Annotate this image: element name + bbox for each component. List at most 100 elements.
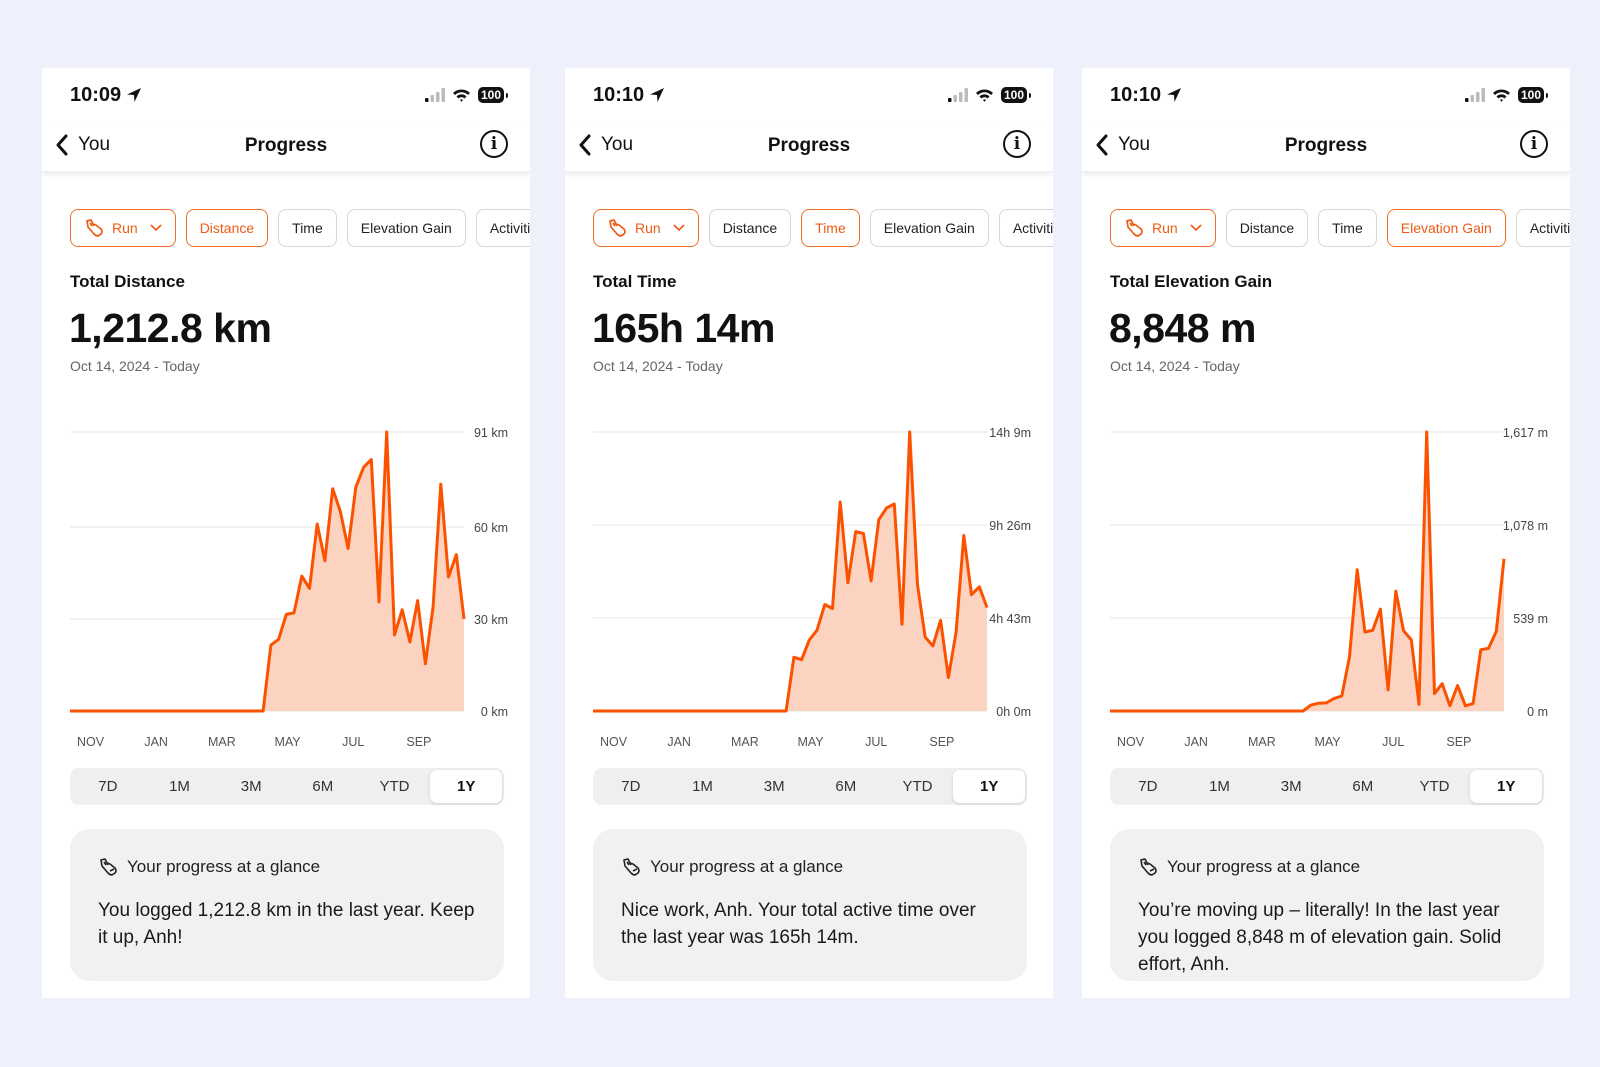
y-tick-label: 60 km — [474, 521, 508, 535]
wifi-icon — [452, 89, 470, 102]
phone-screen-3: 10:10 100 You Progress i Run Distance Time… — [1082, 68, 1570, 998]
date-range: Oct 14, 2024 - Today — [593, 358, 723, 374]
range-6m[interactable]: 6M — [1352, 778, 1374, 795]
sport-type-dropdown[interactable]: Run — [1110, 209, 1216, 247]
range-6m[interactable]: 6M — [835, 778, 857, 795]
chip-distance[interactable]: Distance — [1225, 209, 1309, 247]
chip-activities[interactable]: Activities — [998, 209, 1053, 247]
y-tick-label: 30 km — [474, 613, 508, 627]
chip-label: Elevation Gain — [1400, 220, 1492, 236]
metric-value: 8,848 m — [1109, 305, 1256, 351]
wifi-icon — [975, 89, 993, 102]
chip-elevation-gain[interactable]: Elevation Gain — [869, 209, 989, 247]
chip-label: Distance — [199, 220, 255, 236]
sport-type-dropdown[interactable]: Run — [593, 209, 699, 247]
page-title: Progress — [767, 135, 851, 156]
status-time: 10:09 — [70, 83, 122, 106]
x-tick-label: MAR — [731, 735, 759, 749]
x-tick-label: MAY — [274, 735, 301, 749]
x-tick-label: JUL — [865, 735, 887, 749]
range-3m[interactable]: 3M — [240, 778, 262, 795]
range-1m[interactable]: 1M — [692, 778, 713, 795]
range-1m[interactable]: 1M — [169, 778, 190, 795]
nav-bar: You Progress i — [565, 126, 1053, 172]
range-3m[interactable]: 3M — [763, 778, 785, 795]
chip-label: Time — [1332, 220, 1363, 236]
x-tick-label: MAY — [1314, 735, 1341, 749]
status-time: 10:10 — [1110, 83, 1162, 106]
metric-value: 165h 14m — [592, 305, 775, 351]
chip-label: Distance — [1239, 220, 1295, 236]
location-arrow-icon — [1167, 88, 1182, 102]
chip-distance[interactable]: Distance — [185, 209, 269, 247]
range-7d[interactable]: 7D — [98, 778, 118, 795]
range-ytd[interactable]: YTD — [902, 778, 933, 795]
filter-chips: Run Distance Time Elevation Gain Activities — [70, 209, 530, 247]
chevron-left-icon — [1096, 134, 1108, 156]
chevron-down-icon — [150, 224, 162, 232]
phone-screen-1: 10:09 100 You Progress i Run Distance Time… — [42, 68, 530, 998]
x-tick-label: SEP — [406, 735, 431, 749]
series-line — [1110, 430, 1506, 713]
sport-type-dropdown[interactable]: Run — [70, 209, 176, 247]
back-button[interactable]: You — [1096, 134, 1150, 156]
chip-label: Activities — [489, 220, 530, 236]
range-7d[interactable]: 7D — [621, 778, 641, 795]
date-range: Oct 14, 2024 - Today — [1110, 358, 1240, 374]
y-tick-label: 14h 9m — [989, 426, 1031, 440]
back-label: You — [601, 134, 634, 155]
range-7d[interactable]: 7D — [1138, 778, 1158, 795]
info-icon[interactable]: i — [1520, 130, 1548, 158]
phone-screen-2: 10:10 100 You Progress i Run Distance Time… — [565, 68, 1053, 998]
glance-text: You’re moving up – literally! In the las… — [1138, 900, 1502, 975]
back-button[interactable]: You — [56, 134, 110, 156]
info-icon[interactable]: i — [480, 130, 508, 158]
shoe-icon — [100, 858, 117, 876]
chip-time[interactable]: Time — [1318, 209, 1377, 247]
x-tick-label: JAN — [144, 735, 168, 749]
filter-chips: Run Distance Time Elevation Gain Activities — [593, 209, 1053, 247]
x-tick-label: MAY — [797, 735, 824, 749]
glance-heading: Your progress at a glance — [650, 857, 844, 876]
chip-label: Activities — [1012, 220, 1053, 236]
x-tick-label: MAR — [208, 735, 236, 749]
back-label: You — [78, 134, 111, 155]
chip-time[interactable]: Time — [801, 209, 860, 247]
chevron-down-icon — [1190, 224, 1202, 232]
glance-heading: Your progress at a glance — [127, 857, 321, 876]
range-1y[interactable]: 1Y — [430, 770, 503, 803]
info-icon[interactable]: i — [1003, 130, 1031, 158]
battery-indicator: 100 — [1517, 87, 1549, 103]
range-1m[interactable]: 1M — [1209, 778, 1230, 795]
back-button[interactable]: You — [579, 134, 633, 156]
range-1y[interactable]: 1Y — [1470, 770, 1543, 803]
range-ytd[interactable]: YTD — [1419, 778, 1450, 795]
time-range-selector: 7D 1M 3M 6M YTD 1Y — [70, 768, 504, 805]
range-6m[interactable]: 6M — [312, 778, 334, 795]
chip-activities[interactable]: Activities — [1515, 209, 1570, 247]
chevron-down-icon — [673, 224, 685, 232]
chip-elevation-gain[interactable]: Elevation Gain — [346, 209, 466, 247]
x-tick-label: JUL — [1382, 735, 1404, 749]
chevron-left-icon — [579, 134, 591, 156]
progress-chart: 0 km 30 km 60 km 91 km NOV JAN MAR MAY JUL SEP — [70, 426, 508, 749]
chip-distance[interactable]: Distance — [708, 209, 792, 247]
chip-elevation-gain[interactable]: Elevation Gain — [1386, 209, 1506, 247]
chip-time[interactable]: Time — [278, 209, 337, 247]
progress-glance-card: Your progress at a glance You’re moving … — [1110, 829, 1544, 981]
y-tick-label: 1,617 m — [1503, 426, 1548, 440]
glance-text: Nice work, Anh. Your total active time o… — [621, 900, 976, 948]
range-1y[interactable]: 1Y — [953, 770, 1026, 803]
chevron-left-icon — [56, 134, 68, 156]
status-bar: 10:09 100 — [70, 82, 509, 108]
x-tick-label: JUL — [342, 735, 364, 749]
range-ytd[interactable]: YTD — [379, 778, 410, 795]
chip-label: Activities — [1529, 220, 1570, 236]
chip-activities[interactable]: Activities — [475, 209, 530, 247]
x-tick-label: JAN — [667, 735, 691, 749]
x-tick-label: MAR — [1248, 735, 1276, 749]
range-3m[interactable]: 3M — [1280, 778, 1302, 795]
shoe-icon — [623, 858, 640, 876]
date-range: Oct 14, 2024 - Today — [70, 358, 200, 374]
x-tick-label: NOV — [1117, 735, 1145, 749]
